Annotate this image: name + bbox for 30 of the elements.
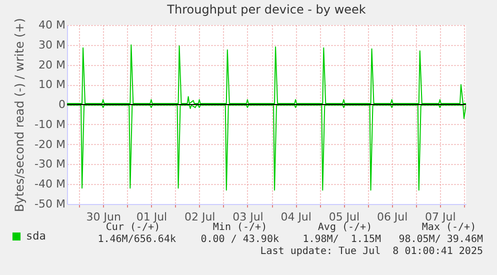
text: Max (-/+)	[422, 222, 476, 234]
x-tick-label: 06 Jul	[376, 210, 408, 224]
y-tick-label: -10 M	[34, 118, 66, 131]
text: 98.05M/ 39.46M	[398, 234, 483, 246]
y-tick-label: 20 M	[38, 58, 66, 72]
y-axis-title: Bytes/second read (-) / write (+)	[12, 18, 27, 212]
text: 0.00 / 43.90k	[200, 234, 279, 246]
text: Min (-/+)	[212, 222, 268, 234]
x-tick-label: 30 Jun	[86, 210, 121, 224]
chart-title: Throughput per device - by week	[166, 2, 366, 17]
x-tick-label: 02 Jul	[184, 210, 216, 224]
y-tick-label: 40 M	[38, 18, 66, 32]
x-tick-label: 07 Jul	[425, 210, 456, 224]
y-tick-label: 10 M	[38, 78, 66, 92]
y-tick-label: -40 M	[34, 178, 66, 191]
x-tick-label: 01 Jul	[136, 210, 168, 224]
y-tick-label: 0	[58, 98, 66, 112]
y-tick-label: -20 M	[34, 138, 66, 151]
text: 1.46M/656.64k	[98, 234, 176, 246]
y-tick-label: 30 M	[38, 38, 66, 52]
x-tick-label: 04 Jul	[280, 210, 312, 224]
legend-label: sda	[26, 230, 46, 242]
x-tick-label: 05 Jul	[328, 210, 360, 224]
y-tick-label: -50 M	[34, 198, 66, 210]
x-tick-label: 03 Jul	[232, 210, 264, 224]
text: 1.98M/ 1.15M	[302, 234, 381, 246]
text: Last update: Tue Jul 8 01:00:41 2025	[260, 246, 483, 258]
y-tick-label: -30 M	[34, 158, 66, 171]
text: Avg (-/+)	[318, 222, 372, 234]
text: Cur (-/+)	[106, 222, 160, 234]
